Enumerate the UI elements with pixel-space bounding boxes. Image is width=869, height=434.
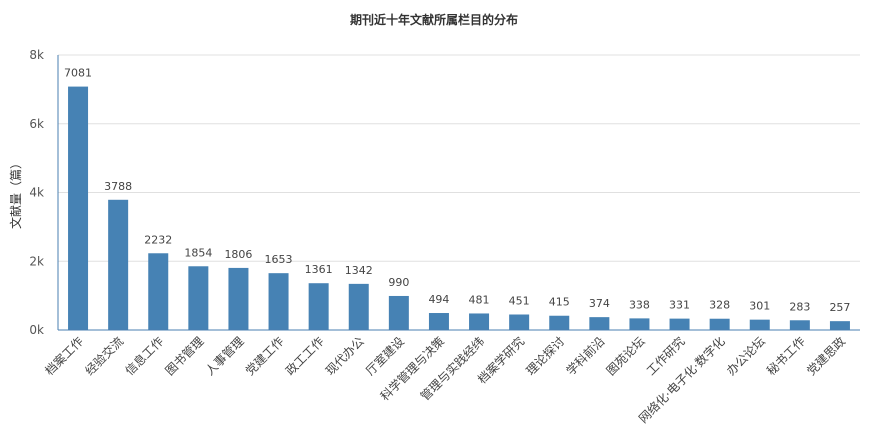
data-label: 331 <box>669 299 690 312</box>
x-tick-label: 理论探讨 <box>524 334 568 378</box>
bar[interactable] <box>789 320 810 330</box>
bar[interactable] <box>469 313 490 330</box>
bar[interactable] <box>388 295 409 330</box>
bar[interactable] <box>749 319 770 330</box>
x-tick-label: 档案工作 <box>42 334 87 379</box>
y-tick-label: 0k <box>29 323 44 337</box>
bar[interactable] <box>589 317 610 330</box>
x-tick-label: 信息工作 <box>122 334 167 379</box>
bar[interactable] <box>108 199 129 330</box>
data-label: 990 <box>388 276 409 289</box>
bars <box>68 86 850 330</box>
x-tick-label: 经验交流 <box>82 334 127 379</box>
y-tick-label: 6k <box>29 117 44 131</box>
bar[interactable] <box>148 253 169 330</box>
bar[interactable] <box>348 283 369 330</box>
data-labels: 7081 3788 2232 1854 1806 1653 1361 1342 990 494 48… <box>64 67 850 315</box>
x-tick-label: 党建工作 <box>242 334 287 379</box>
x-tick-label: 图苑论坛 <box>604 334 648 378</box>
x-tick-label: 党建思政 <box>804 334 849 379</box>
data-label: 451 <box>509 294 530 307</box>
data-label: 7081 <box>64 67 92 80</box>
y-tick-label: 4k <box>29 186 44 200</box>
data-label: 2232 <box>144 233 172 246</box>
bar[interactable] <box>188 266 209 330</box>
y-axis-label: 文献量（篇） <box>8 157 23 229</box>
data-label: 1361 <box>305 263 333 276</box>
data-label: 481 <box>469 293 490 306</box>
y-tick-label: 8k <box>29 48 44 62</box>
x-tick-label: 办公论坛 <box>723 334 768 379</box>
x-tick-label: 人事管理 <box>202 334 247 379</box>
y-tick-label: 2k <box>29 254 44 268</box>
data-label: 1653 <box>265 253 293 266</box>
bar[interactable] <box>228 267 249 330</box>
x-tick-label: 现代办公 <box>322 334 367 379</box>
x-tick-label: 图书管理 <box>162 334 207 379</box>
x-axis-ticks: 档案工作经验交流信息工作图书管理人事管理党建工作政工工作现代办公厅室建设科学管理… <box>42 334 848 426</box>
x-tick-label: 政工工作 <box>283 334 327 378</box>
bar[interactable] <box>428 313 449 330</box>
bar[interactable] <box>68 86 89 330</box>
data-label: 1342 <box>345 264 373 277</box>
bar[interactable] <box>669 318 690 330</box>
data-label: 301 <box>749 300 770 313</box>
bar[interactable] <box>509 314 530 330</box>
x-tick-label: 学科前沿 <box>563 334 608 379</box>
y-axis-ticks: 0k 2k 4k 6k 8k <box>29 48 44 337</box>
chart-title: 期刊近十年文献所属栏目的分布 <box>350 12 518 27</box>
bar[interactable] <box>268 273 289 330</box>
data-label: 257 <box>829 301 850 314</box>
bar[interactable] <box>549 315 570 330</box>
data-label: 1806 <box>224 248 252 261</box>
data-label: 415 <box>549 296 570 309</box>
bar[interactable] <box>709 318 730 330</box>
data-label: 1854 <box>184 246 212 259</box>
data-label: 494 <box>428 293 449 306</box>
x-tick-label: 秘书工作 <box>764 334 808 378</box>
data-label: 374 <box>589 297 610 310</box>
data-label: 328 <box>709 299 730 312</box>
bar[interactable] <box>308 283 329 330</box>
data-label: 338 <box>629 298 650 311</box>
bar[interactable] <box>629 318 650 330</box>
bar[interactable] <box>829 321 850 330</box>
gridlines <box>58 54 860 262</box>
data-label: 3788 <box>104 180 132 193</box>
data-label: 283 <box>789 300 810 313</box>
